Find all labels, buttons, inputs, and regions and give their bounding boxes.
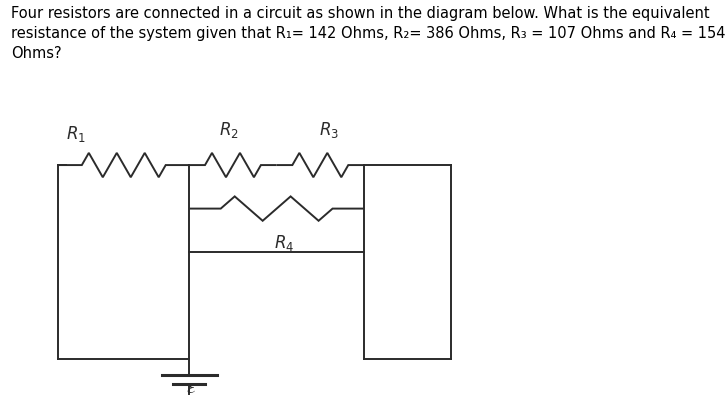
Text: $R_2$: $R_2$: [219, 120, 240, 140]
Text: $R_4$: $R_4$: [274, 233, 294, 253]
Text: $R_3$: $R_3$: [319, 120, 339, 140]
Text: Four resistors are connected in a circuit as shown in the diagram below. What is: Four resistors are connected in a circui…: [11, 6, 725, 60]
Text: $R_1$: $R_1$: [66, 124, 87, 144]
Text: $\mathcal{E}$: $\mathcal{E}$: [186, 381, 197, 396]
